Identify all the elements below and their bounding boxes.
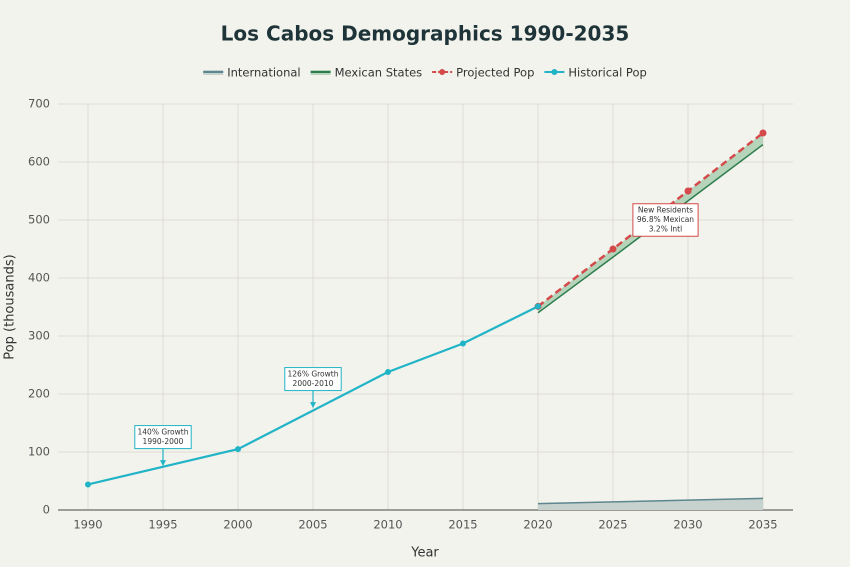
history-point: [235, 446, 241, 453]
x-tick-label: 2020: [523, 518, 552, 532]
x-tick-label: 2015: [448, 518, 477, 532]
y-tick-label: 300: [28, 329, 50, 343]
legend-item: Projected Pop: [432, 66, 534, 80]
history-point: [460, 340, 466, 347]
x-tick-label: 2005: [298, 518, 327, 532]
y-tick-label: 200: [28, 387, 50, 401]
legend-item: Historical Pop: [544, 66, 647, 80]
y-tick-label: 700: [28, 97, 50, 111]
area-fill: [538, 498, 763, 510]
legend-label: Projected Pop: [456, 66, 534, 80]
legend: International Mexican States Projected Pop…: [203, 66, 647, 80]
legend-label: Mexican States: [335, 66, 423, 80]
y-tick-label: 400: [28, 271, 50, 285]
legend-item: International: [203, 66, 301, 80]
projection-point: [609, 245, 617, 253]
projection-point: [759, 129, 767, 137]
chart-title: Los Cabos Demographics 1990-2035: [221, 22, 630, 46]
x-tick-label: 1995: [148, 518, 177, 532]
history-point: [385, 368, 391, 375]
annotation-text: New Residents: [638, 206, 693, 215]
annotation-text: 1990-2000: [143, 437, 184, 446]
x-tick-label: 2000: [223, 518, 252, 532]
annotation-text: 126% Growth: [288, 369, 339, 378]
annotation-text: 96.8% Mexican: [637, 215, 694, 224]
history-point: [85, 481, 91, 488]
x-tick-label: 2035: [748, 518, 777, 532]
annotation-text: 140% Growth: [138, 427, 189, 436]
legend-dot: [551, 69, 558, 75]
y-tick-label: 600: [28, 155, 50, 169]
legend-label: International: [227, 66, 300, 80]
y-axis-title: Pop (thousands): [3, 254, 18, 359]
x-tick-label: 2030: [673, 518, 702, 532]
x-tick-label: 2025: [598, 518, 627, 532]
x-tick-label: 2010: [373, 518, 402, 532]
grid: [58, 103, 793, 511]
legend-label: Historical Pop: [568, 66, 646, 80]
y-tick-label: 500: [28, 213, 50, 227]
annotation-text: 2000-2010: [293, 379, 334, 388]
projection-point: [684, 187, 692, 195]
legend-dot: [439, 69, 446, 75]
annotation-text: 3.2% Intl: [649, 225, 682, 234]
x-axis-title: Year: [410, 546, 439, 561]
projection-line: [537, 132, 764, 308]
legend-item: Mexican States: [310, 66, 423, 80]
y-tick-label: 0: [43, 503, 50, 517]
arrow-head: [160, 460, 166, 467]
x-tick-label: 1990: [73, 518, 102, 532]
y-tick-label: 100: [28, 445, 50, 459]
arrow-head: [310, 402, 316, 409]
annotation-box: [632, 203, 699, 237]
history-point: [535, 303, 541, 310]
area-line: [537, 497, 764, 505]
